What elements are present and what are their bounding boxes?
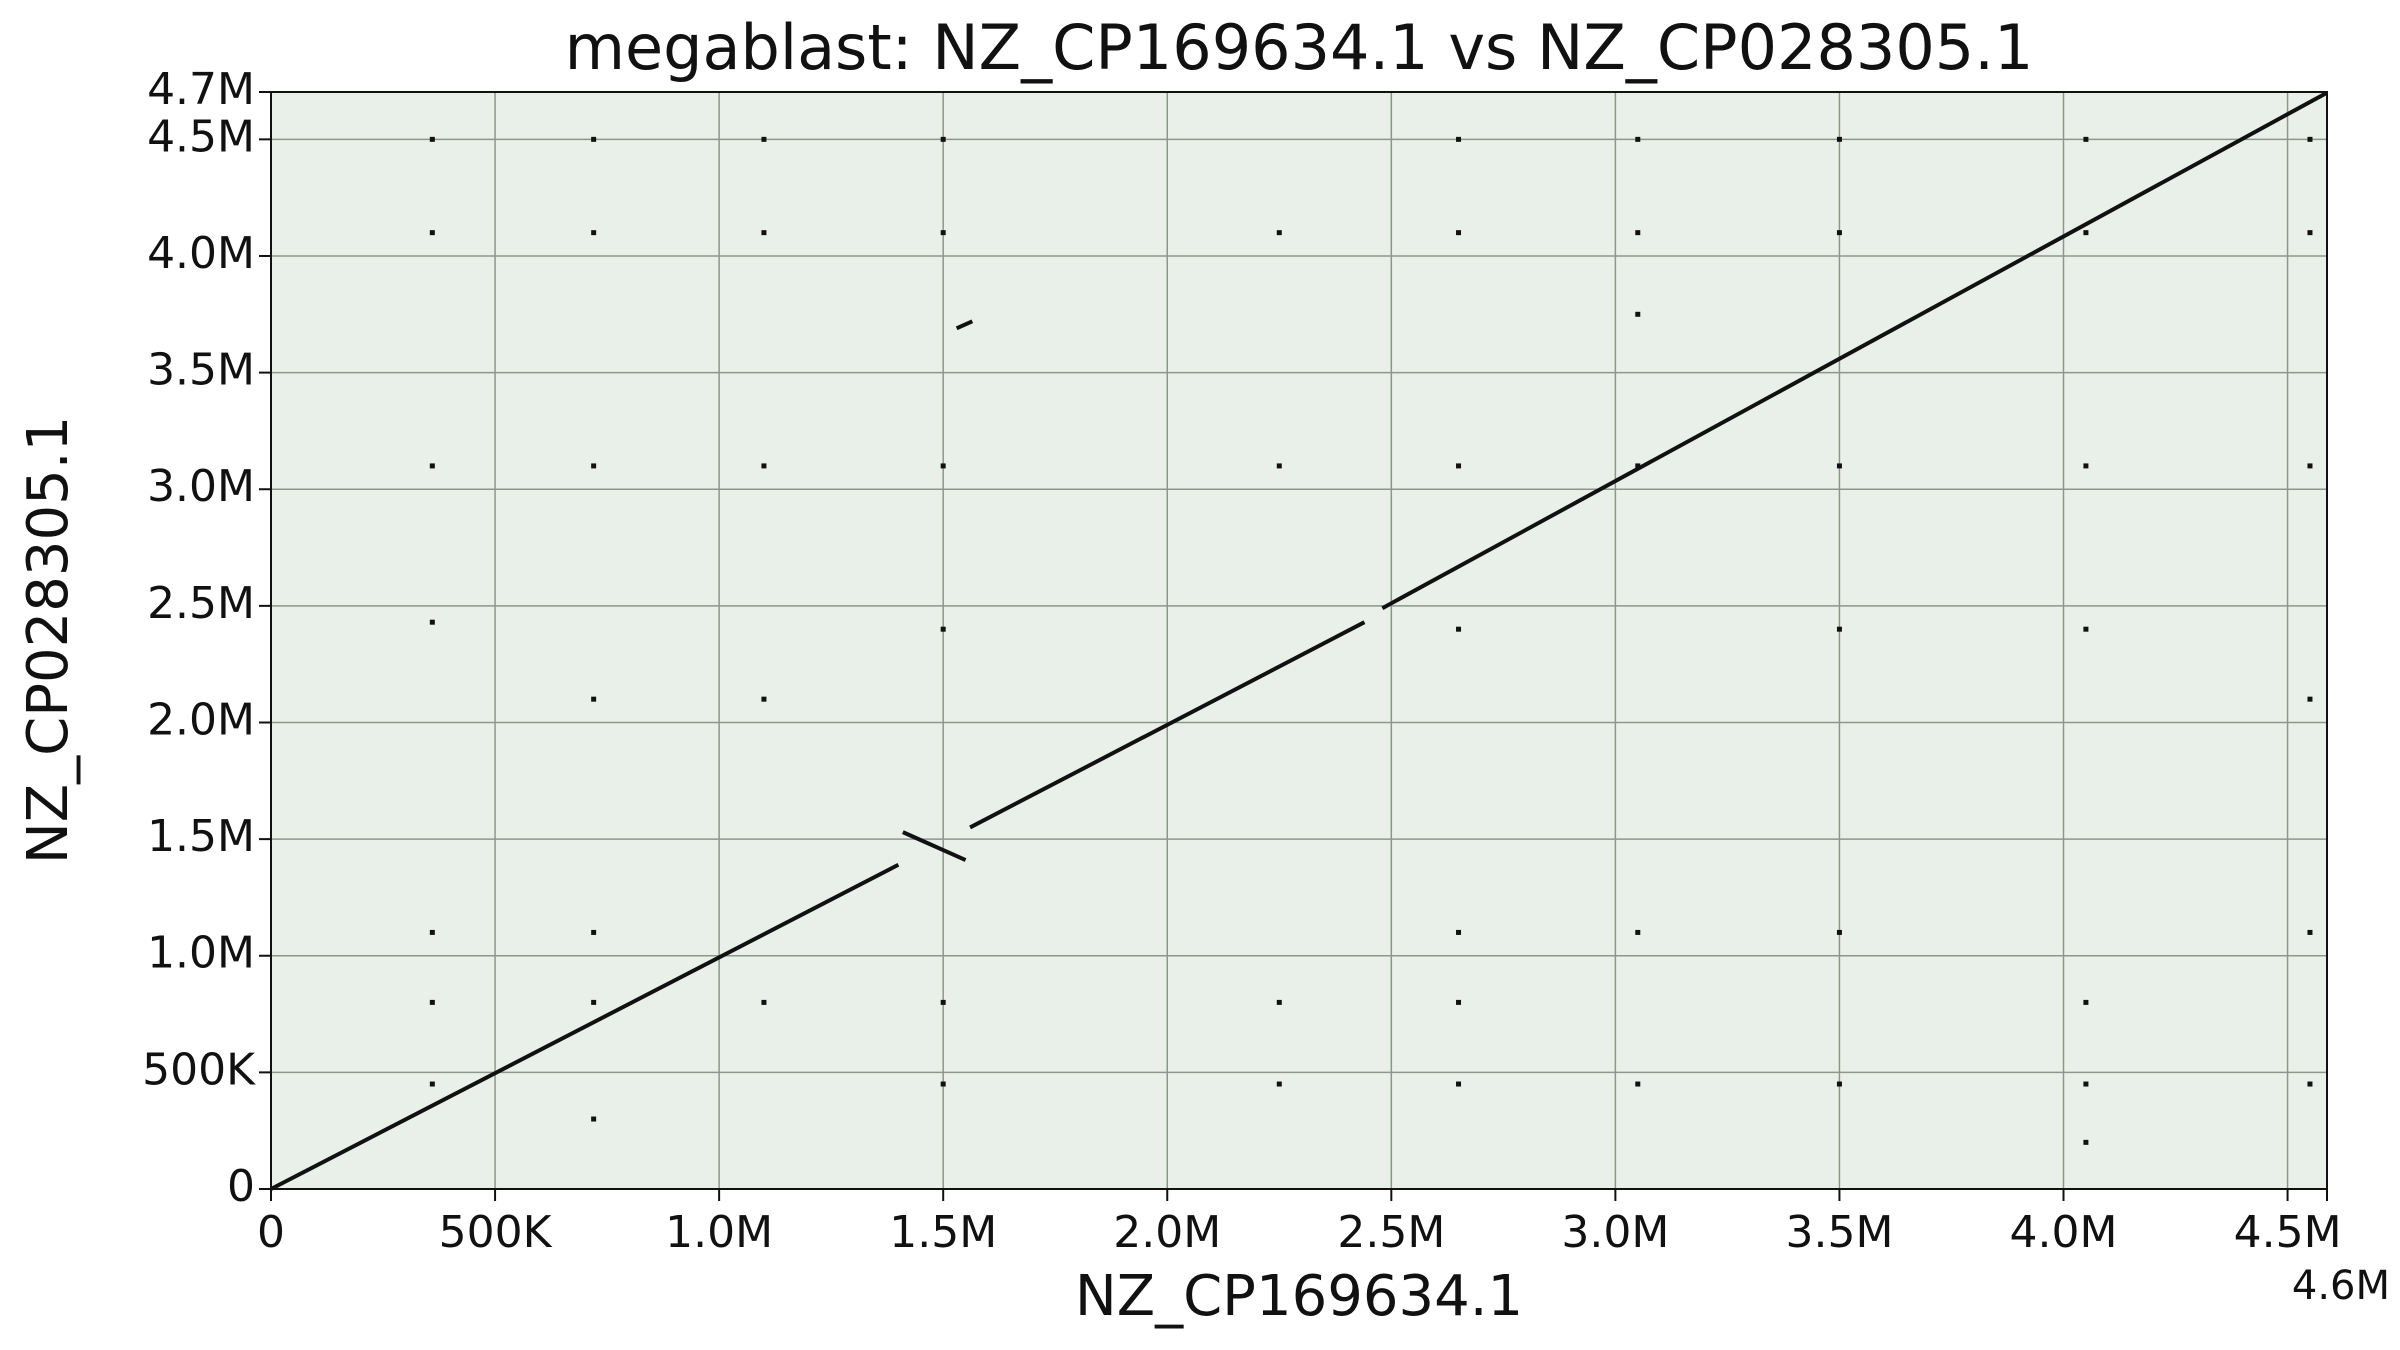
repeat-dot	[1276, 230, 1282, 236]
repeat-dot	[2307, 136, 2313, 142]
repeat-dot	[2083, 463, 2089, 469]
x-tick-label: 1.0M	[665, 1207, 773, 1258]
repeat-dot	[429, 999, 435, 1005]
repeat-dot	[591, 136, 597, 142]
repeat-dot	[1635, 311, 1641, 317]
alignment-segment	[1381, 90, 2328, 610]
y-tick-label: 4.0M	[147, 228, 255, 279]
repeat-dot	[2083, 999, 2089, 1005]
repeat-dot	[1456, 136, 1462, 142]
repeat-dot	[1456, 463, 1462, 469]
alignment-segment	[955, 319, 974, 331]
repeat-dot	[1836, 626, 1842, 632]
repeat-dot	[761, 230, 767, 236]
repeat-dot	[591, 929, 597, 935]
repeat-dot	[591, 230, 597, 236]
alignment-segment	[969, 620, 1366, 830]
repeat-dot	[2307, 463, 2313, 469]
repeat-dot	[761, 136, 767, 142]
x-tick-label: 0	[257, 1207, 285, 1258]
y-tick-label: 3.0M	[147, 461, 255, 512]
x-tick-label: 1.5M	[889, 1207, 997, 1258]
repeat-dot	[2083, 230, 2089, 236]
repeat-dot	[1276, 1081, 1282, 1087]
repeat-dot	[429, 136, 435, 142]
x-tick-label: 2.5M	[1337, 1207, 1445, 1258]
chart-title: megablast: NZ_CP169634.1 vs NZ_CP028305.…	[565, 11, 2034, 84]
y-tick-label: 4.7M	[147, 64, 255, 115]
alignment-segment	[902, 830, 967, 862]
repeat-dot	[1635, 230, 1641, 236]
y-tick-label: 2.5M	[147, 578, 255, 629]
x-axis-label: NZ_CP169634.1	[1075, 1264, 1523, 1329]
repeat-dot	[761, 463, 767, 469]
repeat-dot	[940, 136, 946, 142]
repeat-dot	[2307, 230, 2313, 236]
repeat-dot	[591, 1116, 597, 1122]
repeat-dot	[2083, 1081, 2089, 1087]
repeat-dot	[1456, 929, 1462, 935]
repeat-dot	[2307, 929, 2313, 935]
alignment-segment	[270, 862, 900, 1191]
repeat-dot	[1836, 230, 1842, 236]
repeat-dot	[1635, 1081, 1641, 1087]
repeat-dot	[2083, 136, 2089, 142]
repeat-dot	[940, 999, 946, 1005]
y-tick-label: 500K	[142, 1044, 256, 1095]
repeat-dot	[429, 619, 435, 625]
repeat-dot	[1456, 1081, 1462, 1087]
repeat-dot	[940, 463, 946, 469]
x-tick-label: 4.0M	[2010, 1207, 2118, 1258]
plot-background	[271, 92, 2327, 1189]
repeat-dot	[429, 230, 435, 236]
repeat-dot	[2307, 696, 2313, 702]
repeat-dot	[940, 230, 946, 236]
y-tick-label: 1.0M	[147, 928, 255, 979]
x-tick-label: 500K	[439, 1207, 553, 1258]
x-tick-label: 4.5M	[2234, 1207, 2342, 1258]
repeat-dot	[1456, 999, 1462, 1005]
y-tick-label: 2.0M	[147, 694, 255, 745]
repeat-dot	[1836, 463, 1842, 469]
repeat-dot	[1276, 463, 1282, 469]
repeat-dot	[591, 696, 597, 702]
repeat-dot	[940, 626, 946, 632]
y-axis-label: NZ_CP028305.1	[16, 416, 81, 864]
repeat-dot	[1276, 999, 1282, 1005]
y-tick-label: 1.5M	[147, 811, 255, 862]
repeat-dot	[1456, 230, 1462, 236]
repeat-dot	[2307, 1081, 2313, 1087]
repeat-dot	[591, 999, 597, 1005]
repeat-dot	[1836, 136, 1842, 142]
y-tick-label: 3.5M	[147, 345, 255, 396]
x-tick-label: 2.0M	[1113, 1207, 1221, 1258]
repeat-dot	[1635, 929, 1641, 935]
x-tick-label: 3.5M	[1785, 1207, 1893, 1258]
repeat-dot	[761, 696, 767, 702]
repeat-dot	[1836, 929, 1842, 935]
repeat-dot	[591, 463, 597, 469]
y-tick-label: 4.5M	[147, 111, 255, 162]
repeat-dot	[429, 1081, 435, 1087]
repeat-dot	[940, 1081, 946, 1087]
repeat-dot	[1836, 1081, 1842, 1087]
repeat-dot	[1635, 463, 1641, 469]
x-end-label: 4.6M	[2292, 1263, 2390, 1309]
y-tick-label: 0	[227, 1161, 255, 1212]
repeat-dot	[761, 999, 767, 1005]
repeat-dot	[429, 463, 435, 469]
repeat-dot	[2083, 1139, 2089, 1145]
repeat-dot	[1635, 136, 1641, 142]
plot-frame	[270, 91, 2328, 1190]
repeat-dot	[2083, 626, 2089, 632]
repeat-dot	[429, 929, 435, 935]
x-tick-label: 3.0M	[1561, 1207, 1669, 1258]
repeat-dot	[1456, 626, 1462, 632]
